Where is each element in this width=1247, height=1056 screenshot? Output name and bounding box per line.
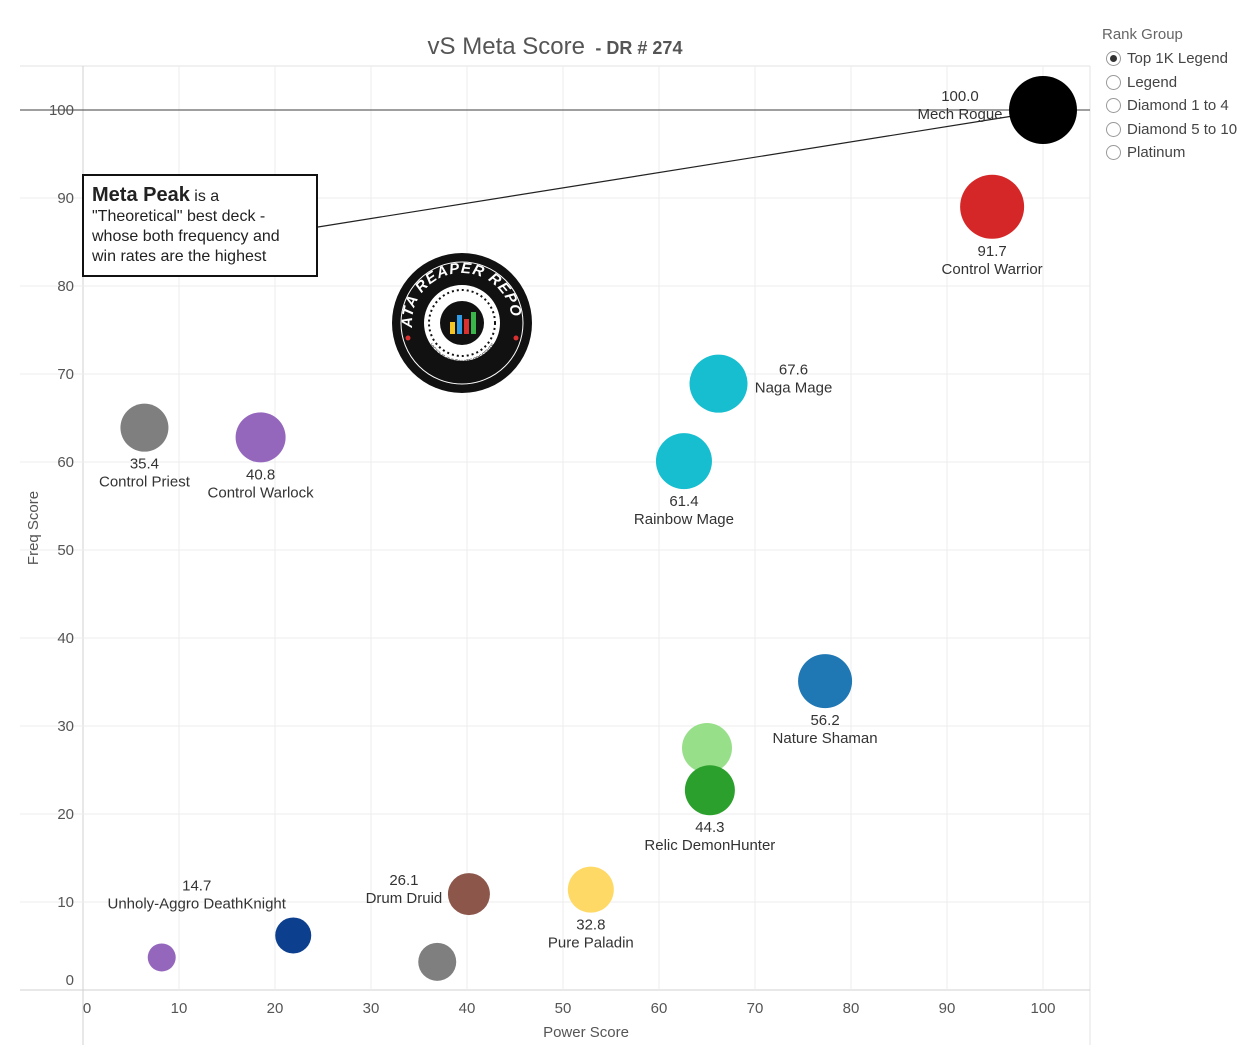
legend-item-diamond-1-to-4[interactable]: Diamond 1 to 4 [1102,94,1247,118]
data-label-score: 35.4 [130,456,159,473]
y-tick-label: 90 [57,190,74,207]
data-label-name: Rainbow Mage [634,511,734,528]
data-point [120,403,169,452]
legend-item-legend[interactable]: Legend [1102,71,1247,95]
y-tick-label: 0 [66,972,74,989]
data-label-name: Pure Paladin [548,935,634,952]
radio-platinum[interactable] [1106,145,1121,161]
y-tick-label: 80 [57,278,74,295]
legend-label: Diamond 5 to 10 [1127,120,1238,138]
y-axis-title: Freq Score [25,491,42,565]
x-tick-label: 100 [1030,1000,1055,1017]
data-label-score: 100.0 [941,88,979,105]
radio-legend[interactable] [1106,74,1121,90]
data-point [447,873,490,916]
data-point [684,765,735,816]
legend-label: Legend [1127,73,1178,91]
x-tick-label: 0 [83,1000,91,1017]
data-label-name: Mech Rogue [917,106,1002,123]
x-axis-title: Power Score [543,1024,629,1041]
y-tick-label: 100 [49,102,74,119]
data-label-score: 67.6 [779,362,808,379]
x-tick-label: 30 [363,1000,380,1017]
data-label-name: Drum Druid [366,890,443,907]
annotation-bold: Meta Peak [92,184,190,206]
annotation-connector [317,115,1014,228]
meta-peak-annotation: Meta Peak is a "Theoretical" best deck -… [82,174,318,277]
x-tick-label: 70 [747,1000,764,1017]
data-label-name: Control Warrior [942,261,1043,278]
data-point [235,412,286,463]
legend-item-diamond-5-to-10[interactable]: Diamond 5 to 10 [1102,118,1247,142]
legend-item-top-1k-legend[interactable]: Top 1K Legend [1102,47,1247,71]
data-label-score: 61.4 [669,493,698,510]
y-tick-label: 60 [57,454,74,471]
data-label-name: Control Priest [99,474,191,491]
data-point [567,866,614,913]
x-tick-label: 40 [459,1000,476,1017]
chart-title-main: vS Meta Score [428,33,585,60]
svg-text:vS Meta Score -: vS Meta Score - DR # 274 [428,33,683,60]
data-point [689,354,748,413]
y-tick-label: 30 [57,718,74,735]
data-point [418,942,457,981]
y-tick-label: 50 [57,542,74,559]
legend-title: Rank Group [1102,26,1183,43]
legend-item-platinum[interactable]: Platinum [1102,141,1247,165]
data-label-score: 14.7 [182,877,211,894]
y-tick-label: 40 [57,630,74,647]
data-point [960,174,1025,239]
data-point [798,654,853,709]
y-tick-label: 20 [57,806,74,823]
data-reaper-logo: DATA REAPER REPORT VICIOUS SYNDICATE PRE… [391,252,532,393]
radio-diamond-5-to-10[interactable] [1106,121,1121,137]
data-label-score: 56.2 [810,712,839,729]
data-label-name: Naga Mage [755,380,833,397]
data-label-score: 91.7 [978,243,1007,260]
x-tick-label: 20 [267,1000,284,1017]
data-label-name: Relic DemonHunter [644,837,775,854]
x-tick-label: 50 [555,1000,572,1017]
data-point [655,433,712,490]
axes: 0 10 20 30 40 50 60 70 80 90 100 0 10 20 30 40 50 60 70 80 9… [49,102,1056,1017]
radio-top-1k-legend[interactable] [1106,51,1121,67]
data-point [682,723,732,773]
data-point [1009,76,1077,144]
data-label-score: 32.8 [576,917,605,934]
y-tick-label: 10 [57,894,74,911]
data-point [275,917,312,954]
data-label-score: 44.3 [695,819,724,836]
x-tick-label: 60 [651,1000,668,1017]
legend-label: Platinum [1127,144,1186,162]
legend-label: Top 1K Legend [1127,50,1228,68]
y-tick-label: 70 [57,366,74,383]
radio-diamond-1-to-4[interactable] [1106,98,1121,114]
data-points [120,76,1077,981]
annotation-text: is a "Theoretical" best deck - whose bot… [92,188,280,265]
legend-label: Diamond 1 to 4 [1127,97,1229,115]
data-label-name: Nature Shaman [773,730,878,747]
data-label-score: 40.8 [246,466,275,483]
data-label-name: Control Warlock [208,484,315,501]
x-tick-label: 80 [843,1000,860,1017]
data-point [147,943,176,972]
chart-title-sub: DR # 274 [606,38,682,58]
rank-group-legend: Rank Group Top 1K Legend Legend Diamond … [1102,26,1247,165]
chart-title: vS Meta Score - DR # 274 [428,33,683,60]
x-tick-label: 10 [171,1000,188,1017]
data-label-name: Unholy-Aggro DeathKnight [107,895,286,912]
data-label-score: 26.1 [389,872,418,889]
x-tick-label: 90 [939,1000,956,1017]
annotation-leader-line [317,115,1014,228]
